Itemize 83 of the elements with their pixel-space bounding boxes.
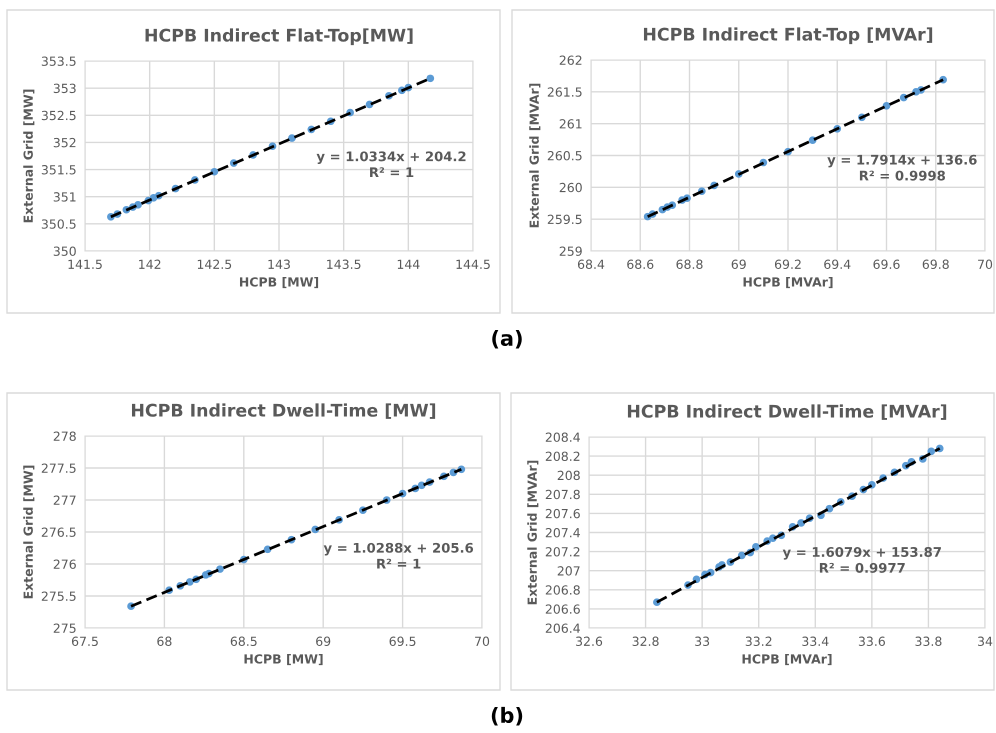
text: (a): [492, 330, 522, 348]
y-tick-label: 275: [54, 623, 76, 633]
y-tick-label: 208: [558, 470, 580, 480]
y-tick-label: 353: [54, 84, 76, 94]
point: [927, 448, 936, 456]
x-axis-title: HCPB [MVAr]: [744, 276, 833, 288]
y-tick-label: 276.5: [42, 527, 76, 537]
x-tick-label: 33.4: [802, 636, 828, 646]
y-tick-label: 262: [560, 55, 582, 65]
x-tick-label: 69.6: [873, 260, 900, 270]
text: (b): [492, 706, 522, 726]
y-tick-label: 207: [558, 566, 580, 576]
annotation: y = 1.6079x + 153.87 R² = 0.9977: [782, 547, 941, 573]
x-tick-label: 67.5: [72, 636, 98, 646]
annotation: y = 1.0334x + 204.2 R² = 1: [316, 151, 466, 178]
y-tick-label: 275.5: [42, 591, 76, 601]
chart-title: HCPB Indirect Flat-Top[MW]: [146, 28, 413, 46]
y-tick-label: 207.4: [546, 528, 580, 538]
y-tick-label: 352: [54, 138, 76, 148]
y-axis-title: External Grid [MVAr]: [529, 84, 540, 228]
y-axis-title: External Grid [MW]: [23, 90, 34, 222]
annotation: y = 1.7914x + 136.6 R² = 0.9998: [827, 154, 977, 181]
y-tick-label: 278: [54, 431, 76, 441]
y-tick-label: 353.5: [42, 56, 76, 66]
y-axis-title: External Grid [MW]: [23, 466, 34, 598]
x-axis-title: HCPB [MW]: [244, 654, 323, 666]
x-axis-title: HCPB [MVAr]: [742, 654, 832, 666]
y-tick-label: 208.2: [546, 452, 580, 462]
x-tick-label: 142: [139, 260, 160, 269]
y-tick-label: 350: [54, 246, 76, 256]
x-tick-label: 69.2: [774, 260, 801, 270]
y-tick-label: 206.8: [546, 585, 580, 595]
x-tick-label: 68.5: [230, 636, 257, 646]
y-tick-label: 276: [54, 559, 76, 569]
y-tick-label: 207.8: [546, 490, 580, 500]
y-tick-label: 351: [54, 192, 76, 202]
y-tick-label: 208.4: [546, 432, 580, 442]
x-tick-label: 32.8: [632, 636, 659, 646]
x-axis-title: HCPB [MW]: [240, 276, 318, 288]
x-tick-label: 34: [978, 636, 992, 646]
y-tick-label: 261: [560, 119, 582, 129]
y-tick-label: 352.5: [42, 110, 76, 120]
x-tick-label: 142.5: [198, 260, 232, 270]
x-tick-label: 32.6: [576, 636, 602, 646]
y-tick-label: 351.5: [42, 165, 76, 174]
x-tick-label: 69.4: [824, 260, 850, 270]
y-axis-title: External Grid [MVAr]: [527, 460, 538, 604]
point: [426, 74, 434, 82]
y-tick-label: 207.2: [546, 547, 580, 557]
x-tick-label: 144.5: [456, 260, 490, 270]
y-tick-label: 259: [560, 246, 582, 256]
y-tick-label: 277: [54, 495, 76, 505]
x-tick-label: 70: [978, 260, 992, 270]
x-tick-label: 33.6: [858, 636, 885, 646]
x-tick-label: 143: [268, 260, 290, 270]
y-tick-label: 277.5: [42, 463, 76, 473]
y-tick-label: 206.4: [546, 623, 580, 633]
x-tick-label: 68.8: [676, 260, 703, 270]
y-tick-label: 206.6: [546, 604, 580, 614]
chart-title: HCPB Indirect Dwell-Time [MW]: [132, 403, 436, 419]
x-tick-label: 68.4: [578, 260, 604, 270]
x-tick-label: 69: [316, 636, 330, 646]
x-tick-label: 70: [475, 636, 490, 646]
x-tick-label: 69.8: [922, 260, 949, 270]
x-tick-label: 143.5: [327, 260, 360, 270]
x-tick-label: 69.5: [390, 636, 416, 646]
annotation: y = 1.0288x + 205.6 R² = 1: [324, 542, 474, 568]
y-tick-label: 259.5: [548, 214, 582, 224]
x-tick-label: 33.8: [915, 636, 942, 646]
x-tick-label: 33: [695, 636, 710, 646]
x-tick-label: 69: [732, 260, 746, 270]
x-tick-label: 68.6: [627, 260, 654, 270]
x-tick-label: 68: [157, 636, 172, 646]
y-tick-label: 261.5: [548, 87, 582, 97]
x-tick-label: 33.2: [746, 636, 772, 646]
y-tick-label: 207.6: [546, 508, 580, 518]
y-tick-label: 260.5: [548, 150, 582, 160]
y-tick-label: 260: [560, 182, 582, 192]
x-tick-label: 144: [398, 260, 420, 269]
chart-title: HCPB Indirect Dwell-Time [MVAr]: [628, 404, 946, 420]
y-tick-label: 350.5: [42, 219, 76, 229]
x-tick-label: 141.5: [68, 260, 102, 270]
chart-title: HCPB Indirect Flat-Top [MVAr]: [644, 27, 932, 44]
